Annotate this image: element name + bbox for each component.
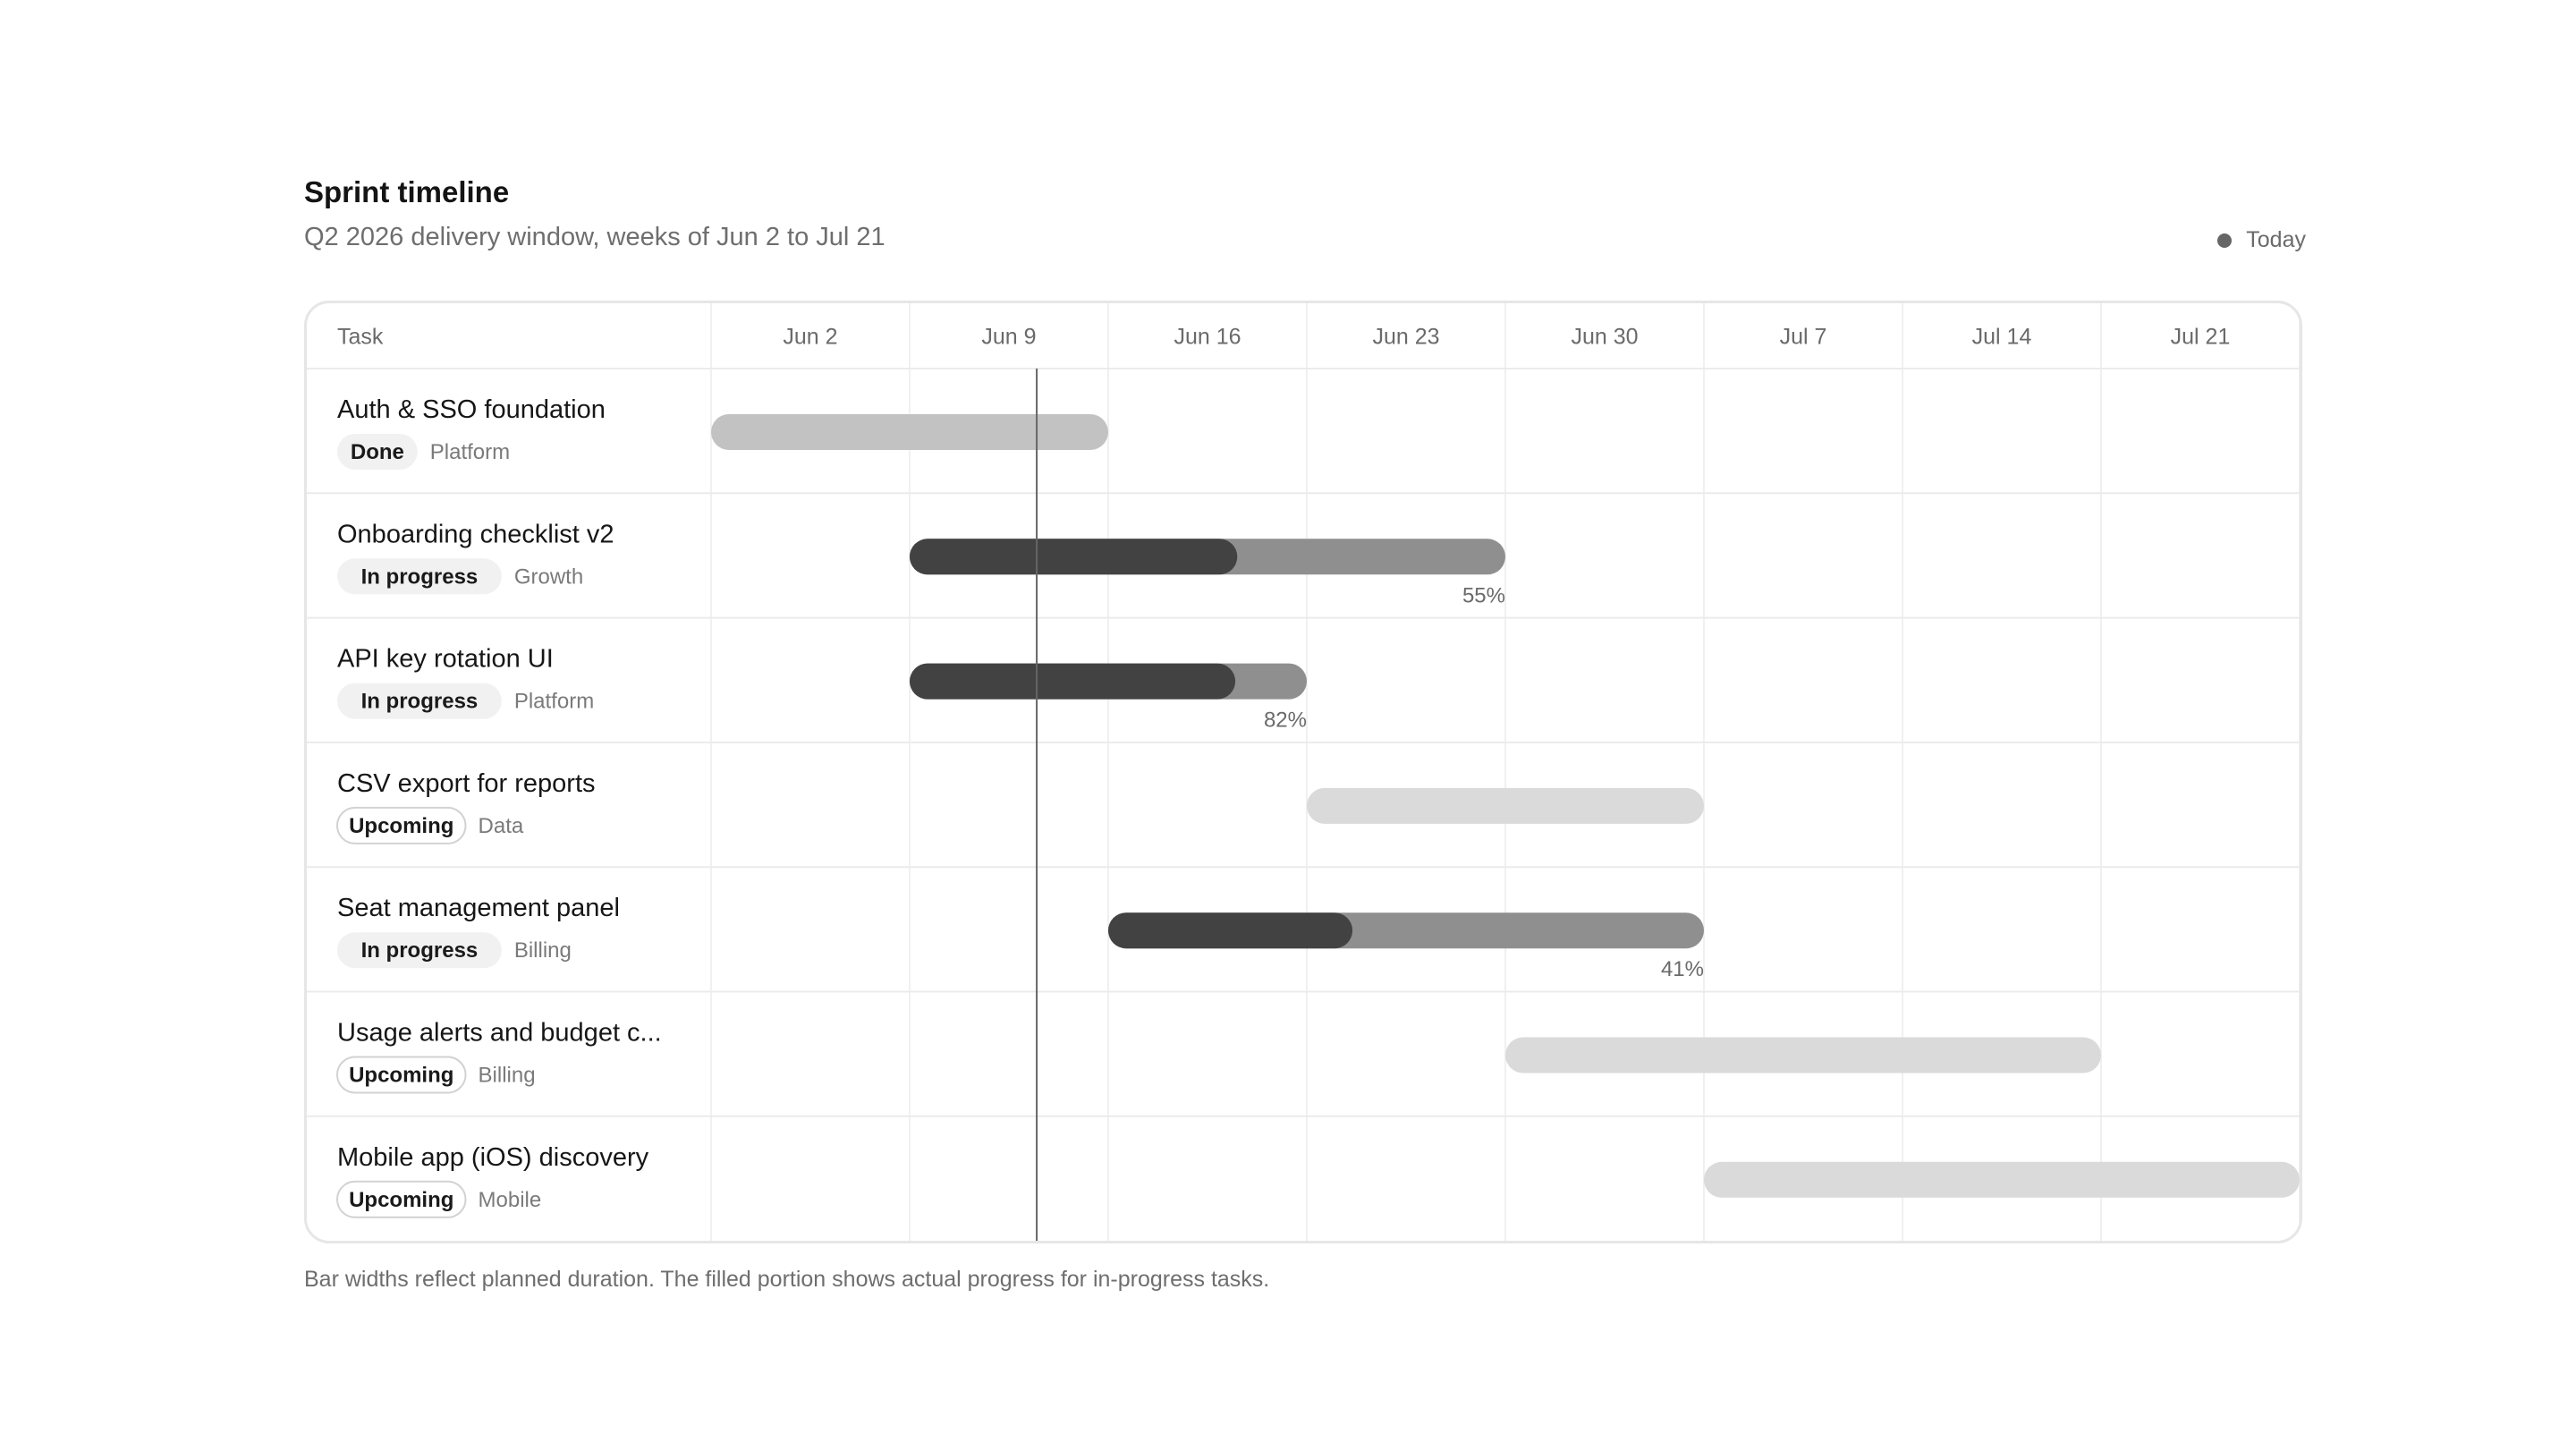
status-badge-label: In progress bbox=[361, 690, 479, 714]
week-tick-label: Jun 23 bbox=[1372, 325, 1439, 350]
week-tick-label: Jul 21 bbox=[2171, 325, 2231, 350]
task-name: Onboarding checklist v2 bbox=[337, 520, 614, 548]
task-bar bbox=[1307, 787, 1704, 824]
task-bar-progress bbox=[910, 663, 1236, 700]
status-badge-label: In progress bbox=[361, 564, 479, 589]
today-legend-label: Today bbox=[2246, 227, 2306, 252]
team-label: Platform bbox=[514, 690, 594, 714]
status-badge bbox=[337, 434, 418, 470]
week-tick-label: Jun 30 bbox=[1571, 325, 1638, 350]
team-label: Platform bbox=[430, 440, 510, 464]
task-bar bbox=[1505, 1037, 2101, 1073]
chart-footnote: Bar widths reflect planned duration. The… bbox=[304, 1267, 1270, 1292]
week-tick-label: Jul 7 bbox=[1780, 325, 1827, 350]
progress-percent-label: 41% bbox=[1661, 957, 1704, 981]
gantt-chart: Task Jun 2 Jun 9 Jun 16 Jun 23 Jun 30 Jul 7 Jul… bbox=[307, 303, 2300, 1241]
task-name: Usage alerts and budget c... bbox=[337, 1019, 662, 1048]
gantt-chart-card: Task Jun 2 Jun 9 Jun 16 Jun 23 Jun 30 Jul 7 Jul… bbox=[304, 301, 2302, 1243]
chart-subtitle: Q2 2026 delivery window, weeks of Jun 2 … bbox=[304, 223, 886, 251]
status-badge-label: Upcoming bbox=[349, 1064, 453, 1088]
team-label: Data bbox=[479, 814, 524, 838]
legend: Today bbox=[2217, 227, 2306, 253]
status-badge-label: In progress bbox=[361, 938, 479, 963]
team-label: Growth bbox=[514, 564, 583, 589]
task-name: Seat management panel bbox=[337, 894, 620, 922]
status-badge-label: Done bbox=[351, 440, 404, 464]
week-tick-label: Jun 9 bbox=[981, 325, 1036, 350]
chart-title: Sprint timeline bbox=[304, 175, 510, 208]
task-bar bbox=[711, 414, 1108, 450]
today-legend-dot bbox=[2217, 233, 2233, 248]
status-badge bbox=[336, 806, 467, 844]
task-name: CSV export for reports bbox=[337, 769, 596, 798]
status-badge bbox=[337, 932, 502, 969]
status-badge-label: Upcoming bbox=[349, 814, 453, 838]
task-bar-progress bbox=[910, 539, 1238, 575]
week-tick-label: Jul 14 bbox=[1972, 325, 2032, 350]
status-badge bbox=[337, 558, 502, 595]
progress-percent-label: 55% bbox=[1462, 583, 1505, 607]
task-bar bbox=[1704, 1161, 2300, 1198]
team-label: Billing bbox=[514, 938, 572, 963]
task-bar-progress bbox=[1108, 912, 1353, 949]
team-label: Billing bbox=[479, 1064, 536, 1088]
status-badge bbox=[336, 1056, 467, 1094]
task-name: Auth & SSO foundation bbox=[337, 395, 606, 424]
progress-percent-label: 82% bbox=[1264, 709, 1307, 733]
status-badge bbox=[337, 683, 502, 719]
team-label: Mobile bbox=[479, 1188, 542, 1212]
week-tick-label: Jun 2 bbox=[783, 325, 837, 350]
status-badge bbox=[336, 1180, 467, 1218]
status-badge-label: Upcoming bbox=[349, 1188, 453, 1212]
task-column-header: Task bbox=[337, 325, 384, 350]
task-name: API key rotation UI bbox=[337, 645, 554, 674]
week-tick-label: Jun 16 bbox=[1174, 325, 1241, 350]
task-name: Mobile app (iOS) discovery bbox=[337, 1143, 649, 1172]
